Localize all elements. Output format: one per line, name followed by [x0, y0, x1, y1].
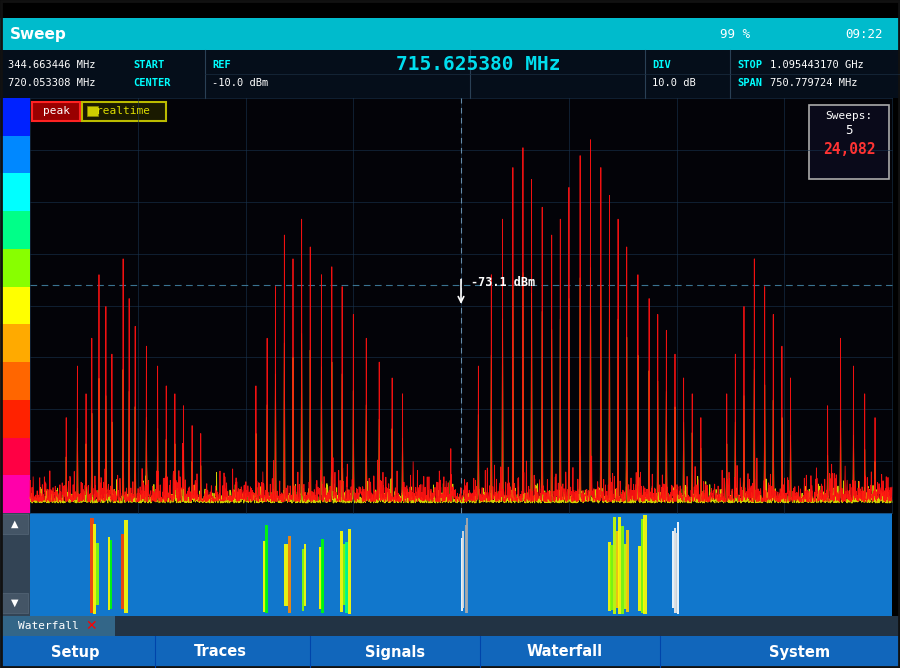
FancyBboxPatch shape [0, 616, 115, 636]
FancyBboxPatch shape [0, 513, 30, 616]
Text: 344.663446 MHz: 344.663446 MHz [8, 60, 102, 70]
Text: ▼: ▼ [11, 598, 19, 608]
FancyBboxPatch shape [87, 106, 98, 116]
Text: STOP: STOP [737, 60, 762, 70]
FancyBboxPatch shape [94, 524, 96, 614]
FancyBboxPatch shape [621, 526, 624, 614]
FancyBboxPatch shape [284, 544, 288, 606]
FancyBboxPatch shape [466, 518, 468, 613]
FancyBboxPatch shape [30, 513, 892, 616]
Text: 720.053308 MHz: 720.053308 MHz [8, 78, 102, 88]
FancyBboxPatch shape [0, 475, 30, 513]
FancyBboxPatch shape [0, 135, 30, 174]
FancyBboxPatch shape [0, 50, 900, 98]
FancyBboxPatch shape [32, 102, 80, 121]
FancyBboxPatch shape [465, 524, 466, 613]
FancyBboxPatch shape [0, 98, 30, 136]
FancyBboxPatch shape [0, 399, 30, 438]
FancyBboxPatch shape [124, 520, 128, 613]
FancyBboxPatch shape [638, 546, 641, 611]
Text: Waterfall: Waterfall [526, 645, 603, 659]
FancyBboxPatch shape [2, 593, 28, 613]
FancyBboxPatch shape [288, 536, 292, 613]
FancyBboxPatch shape [674, 528, 676, 613]
FancyBboxPatch shape [641, 520, 644, 613]
Text: DIV: DIV [652, 60, 670, 70]
FancyBboxPatch shape [624, 544, 626, 609]
FancyBboxPatch shape [0, 210, 30, 249]
FancyBboxPatch shape [618, 517, 621, 614]
Text: 715.625380 MHz: 715.625380 MHz [396, 55, 560, 75]
FancyBboxPatch shape [463, 530, 464, 608]
FancyBboxPatch shape [677, 522, 679, 613]
Text: SPAN: SPAN [737, 78, 762, 88]
FancyBboxPatch shape [82, 102, 166, 121]
FancyBboxPatch shape [0, 0, 900, 18]
Text: ✕: ✕ [85, 619, 96, 633]
FancyBboxPatch shape [616, 531, 618, 608]
FancyBboxPatch shape [809, 105, 889, 179]
FancyBboxPatch shape [0, 361, 30, 400]
FancyBboxPatch shape [608, 542, 610, 611]
Text: 24,082: 24,082 [823, 142, 875, 158]
Text: Sweeps:: Sweeps: [825, 111, 873, 121]
FancyBboxPatch shape [346, 542, 348, 613]
Text: REF: REF [212, 60, 230, 70]
FancyBboxPatch shape [121, 534, 124, 609]
FancyBboxPatch shape [0, 248, 30, 287]
FancyBboxPatch shape [90, 518, 94, 613]
FancyBboxPatch shape [0, 286, 30, 325]
Text: Setup: Setup [50, 645, 99, 659]
Text: START: START [133, 60, 164, 70]
FancyBboxPatch shape [266, 525, 268, 613]
Text: -73.1 dBm: -73.1 dBm [471, 277, 536, 289]
FancyBboxPatch shape [30, 98, 892, 513]
Text: 09:22: 09:22 [845, 27, 883, 41]
Text: Signals: Signals [364, 645, 425, 659]
FancyBboxPatch shape [321, 539, 324, 613]
Text: -10.0 dBm: -10.0 dBm [212, 78, 268, 88]
Text: Waterfall: Waterfall [18, 621, 79, 631]
FancyBboxPatch shape [626, 530, 629, 613]
Text: Sweep: Sweep [10, 27, 67, 41]
FancyBboxPatch shape [303, 544, 306, 606]
Text: peak: peak [42, 106, 69, 116]
FancyBboxPatch shape [110, 540, 112, 609]
FancyBboxPatch shape [0, 636, 900, 668]
FancyBboxPatch shape [644, 515, 646, 614]
FancyBboxPatch shape [108, 537, 110, 610]
FancyBboxPatch shape [340, 530, 343, 612]
Text: System: System [770, 645, 831, 659]
Text: 99 %: 99 % [720, 27, 750, 41]
FancyBboxPatch shape [2, 514, 28, 534]
FancyBboxPatch shape [0, 437, 30, 475]
FancyBboxPatch shape [613, 517, 616, 614]
Text: CENTER: CENTER [133, 78, 170, 88]
FancyBboxPatch shape [348, 528, 351, 613]
FancyBboxPatch shape [302, 549, 304, 611]
FancyBboxPatch shape [0, 616, 900, 636]
Text: ▲: ▲ [11, 519, 19, 529]
FancyBboxPatch shape [0, 173, 30, 211]
FancyBboxPatch shape [675, 532, 677, 613]
FancyBboxPatch shape [343, 544, 346, 605]
Text: realtime: realtime [96, 106, 150, 116]
FancyBboxPatch shape [96, 542, 99, 605]
Text: Traces: Traces [194, 645, 247, 659]
FancyBboxPatch shape [263, 540, 266, 612]
FancyBboxPatch shape [0, 18, 900, 50]
FancyBboxPatch shape [0, 324, 30, 362]
FancyBboxPatch shape [610, 545, 613, 610]
FancyBboxPatch shape [319, 547, 321, 609]
FancyBboxPatch shape [461, 538, 463, 611]
Text: 5: 5 [845, 124, 853, 138]
Text: 10.0 dB: 10.0 dB [652, 78, 696, 88]
Text: 1.095443170 GHz: 1.095443170 GHz [770, 60, 864, 70]
Text: 750.779724 MHz: 750.779724 MHz [770, 78, 858, 88]
FancyBboxPatch shape [672, 531, 674, 609]
